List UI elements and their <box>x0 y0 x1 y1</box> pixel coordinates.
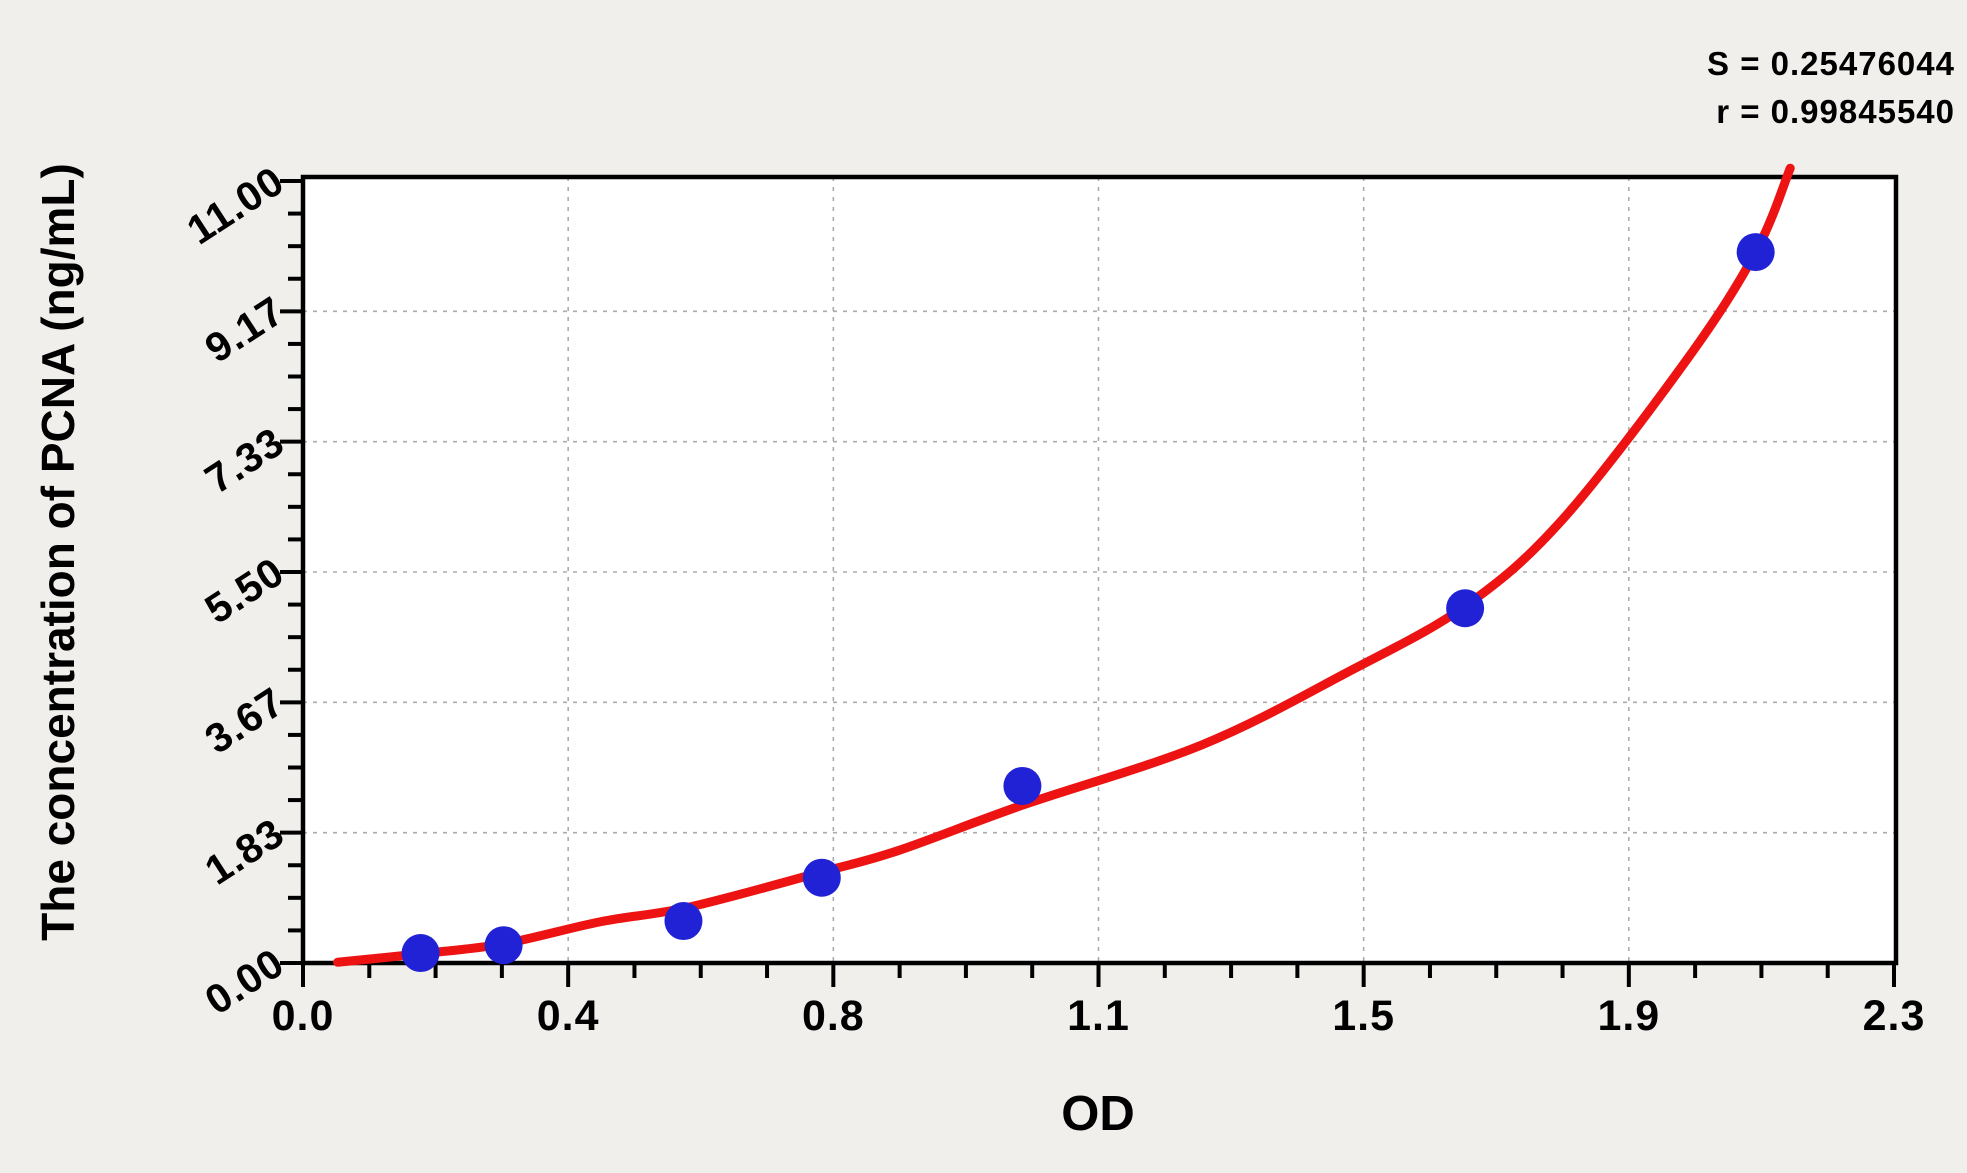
fit-statistics: S = 0.25476044 r = 0.99845540 <box>1707 40 1955 136</box>
plot-area-background <box>303 177 1896 963</box>
data-point <box>484 926 523 965</box>
x-axis-title: OD <box>1061 1087 1135 1141</box>
plot-border <box>300 174 1899 966</box>
data-point <box>802 858 841 897</box>
data-point <box>664 902 703 941</box>
data-point <box>1446 589 1485 628</box>
fit-curve <box>333 163 1795 967</box>
data-point <box>1736 233 1775 272</box>
fit-statistic-s: S = 0.25476044 <box>1707 45 1955 82</box>
fit-statistic-r: r = 0.99845540 <box>1716 93 1955 130</box>
y-axis-title: The concentration of PCNA (ng/mL) <box>32 163 84 941</box>
data-point <box>401 934 440 973</box>
data-point <box>1003 766 1042 805</box>
